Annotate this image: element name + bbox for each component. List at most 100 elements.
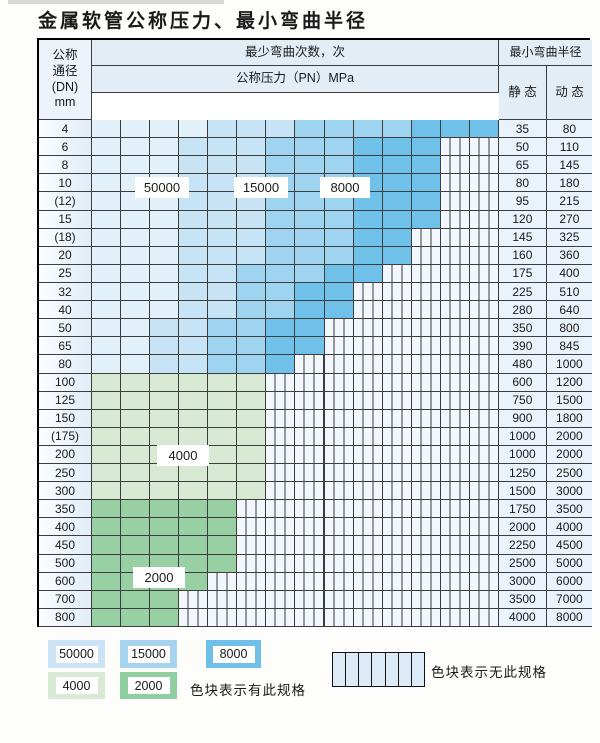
spec-cell [179,373,209,392]
no-spec-cell [324,500,354,519]
static-radius-value: 2250 [498,536,547,555]
spec-cell [266,282,296,302]
spec-cell [179,264,209,283]
header-dn-line: 通径 [52,63,78,78]
spec-cell [121,246,151,265]
table-row: (175) 1000 2000 [39,427,592,446]
spec-cell [237,228,267,247]
no-spec-cell [440,590,470,609]
spec-cell [121,608,151,627]
header-dn-line: 公称 [52,48,78,63]
spec-cell [179,138,209,157]
cycle-count-label: 4000 [157,445,209,466]
no-spec-cell [295,464,325,483]
no-spec-cell [411,319,441,338]
no-spec-cell [237,572,267,591]
spec-cell [92,500,122,519]
no-spec-cell [411,427,441,446]
no-spec-cell [469,138,499,157]
static-radius-value: 2000 [498,518,547,537]
spec-cell [150,319,180,338]
no-spec-cell [411,246,441,265]
no-spec-cell [324,319,354,338]
dynamic-radius-value: 400 [546,264,592,283]
spec-cell [92,192,122,211]
static-radius-value: 225 [498,282,547,302]
no-spec-cell [469,337,499,356]
no-spec-cell [353,554,383,573]
no-spec-cell [469,608,499,627]
no-spec-cell [266,409,296,428]
static-radius-value: 175 [498,264,547,283]
no-spec-cell [324,373,354,392]
spec-cell [150,590,180,609]
legend-striped-cell [386,653,399,686]
dynamic-radius-value: 845 [546,337,592,356]
spec-cell [324,301,354,320]
no-spec-cell [295,518,325,537]
spec-cell [295,301,325,320]
spec-cell [237,427,267,446]
spec-cell [237,210,267,229]
no-spec-cell [440,482,470,501]
spec-cell [266,138,296,157]
spec-cell [92,554,122,573]
no-spec-cell [237,608,267,627]
spec-cell [266,246,296,265]
no-spec-cell [440,301,470,320]
header-nominal-pressure: 公称压力（PN）MPa [92,66,499,93]
spec-cell [92,373,122,392]
no-spec-cell [440,192,470,211]
dynamic-radius-value: 360 [546,246,592,265]
no-spec-cell [179,590,209,609]
no-spec-cell [440,319,470,338]
spec-cell [150,246,180,265]
header-min-bend-radius: 最小弯曲半径 [499,40,592,66]
table-row: 600 3000 6000 [39,572,592,591]
no-spec-cell [324,482,354,501]
no-spec-cell [266,554,296,573]
spec-cell [208,192,238,211]
spec-cell [150,210,180,229]
no-spec-cell [324,572,354,591]
spec-cell [150,409,180,428]
dn-value: 600 [39,572,92,591]
spec-cell [121,590,151,609]
spec-cell [295,210,325,229]
spec-cell [92,138,122,157]
spec-cell [121,500,151,519]
spec-cell [150,337,180,356]
dynamic-radius-value: 180 [546,174,592,193]
no-spec-cell [440,409,470,428]
spec-cell [179,246,209,265]
no-spec-cell [266,572,296,591]
legend-swatch: 50000 [48,640,105,668]
dn-value: 250 [39,464,92,483]
spec-cell [324,156,354,175]
no-spec-cell [411,500,441,519]
legend-swatch: 4000 [48,672,105,699]
no-spec-cell [411,464,441,483]
spec-cell [324,210,354,229]
dynamic-radius-value: 2500 [546,464,592,483]
no-spec-cell [295,554,325,573]
no-spec-cell [295,608,325,627]
spec-cell [179,554,209,573]
spec-cell [208,282,238,302]
table-row: 40 280 640 [39,301,592,320]
spec-cell [179,319,209,338]
dn-value: 400 [39,518,92,537]
spec-cell [324,228,354,247]
spec-cell [179,210,209,229]
spec-cell [382,138,412,157]
spec-cell [150,500,180,519]
spec-cell [353,246,383,265]
no-spec-cell [266,536,296,555]
static-radius-value: 50 [498,138,547,157]
table-row: 200 1000 2000 [39,445,592,465]
no-spec-cell [353,409,383,428]
spec-cell [237,156,267,175]
spec-cell [121,337,151,356]
spec-cell [266,210,296,229]
no-spec-cell [324,409,354,428]
